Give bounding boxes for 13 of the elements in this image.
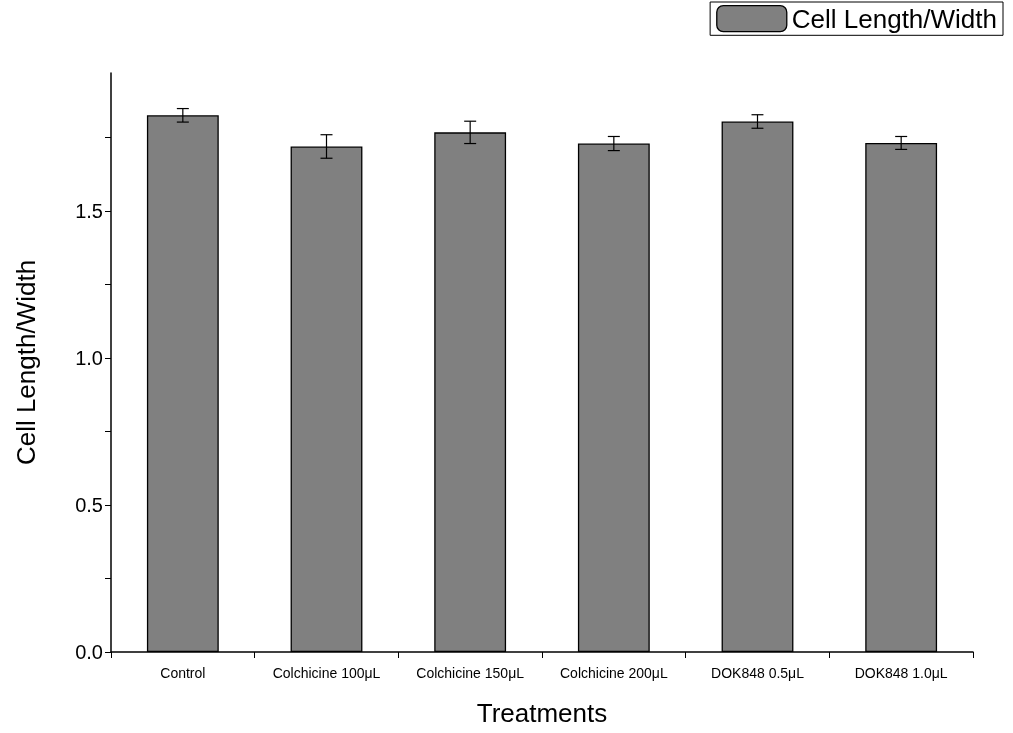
x-tick-label: DOK848 1.0μL xyxy=(854,665,948,681)
y-tick-label: 1.0 xyxy=(75,347,103,370)
y-tick-label: 0.0 xyxy=(75,641,103,663)
x-tick-label: DOK848 0.5μL xyxy=(711,665,805,681)
x-axis-title: Treatments xyxy=(476,698,608,728)
x-tick-label: Colchicine 150μL xyxy=(416,665,525,681)
x-tick-label: Colchicine 200μL xyxy=(559,665,668,681)
x-tick-label: Control xyxy=(160,665,206,681)
x-tick-label: Colchicine 100μL xyxy=(272,665,381,681)
y-axis-title: Cell Length/Width xyxy=(11,259,41,466)
y-tick-label: 1.5 xyxy=(75,200,103,223)
legend-label: Cell Length/Width xyxy=(791,3,998,34)
y-tick-label: 0.5 xyxy=(75,494,103,517)
